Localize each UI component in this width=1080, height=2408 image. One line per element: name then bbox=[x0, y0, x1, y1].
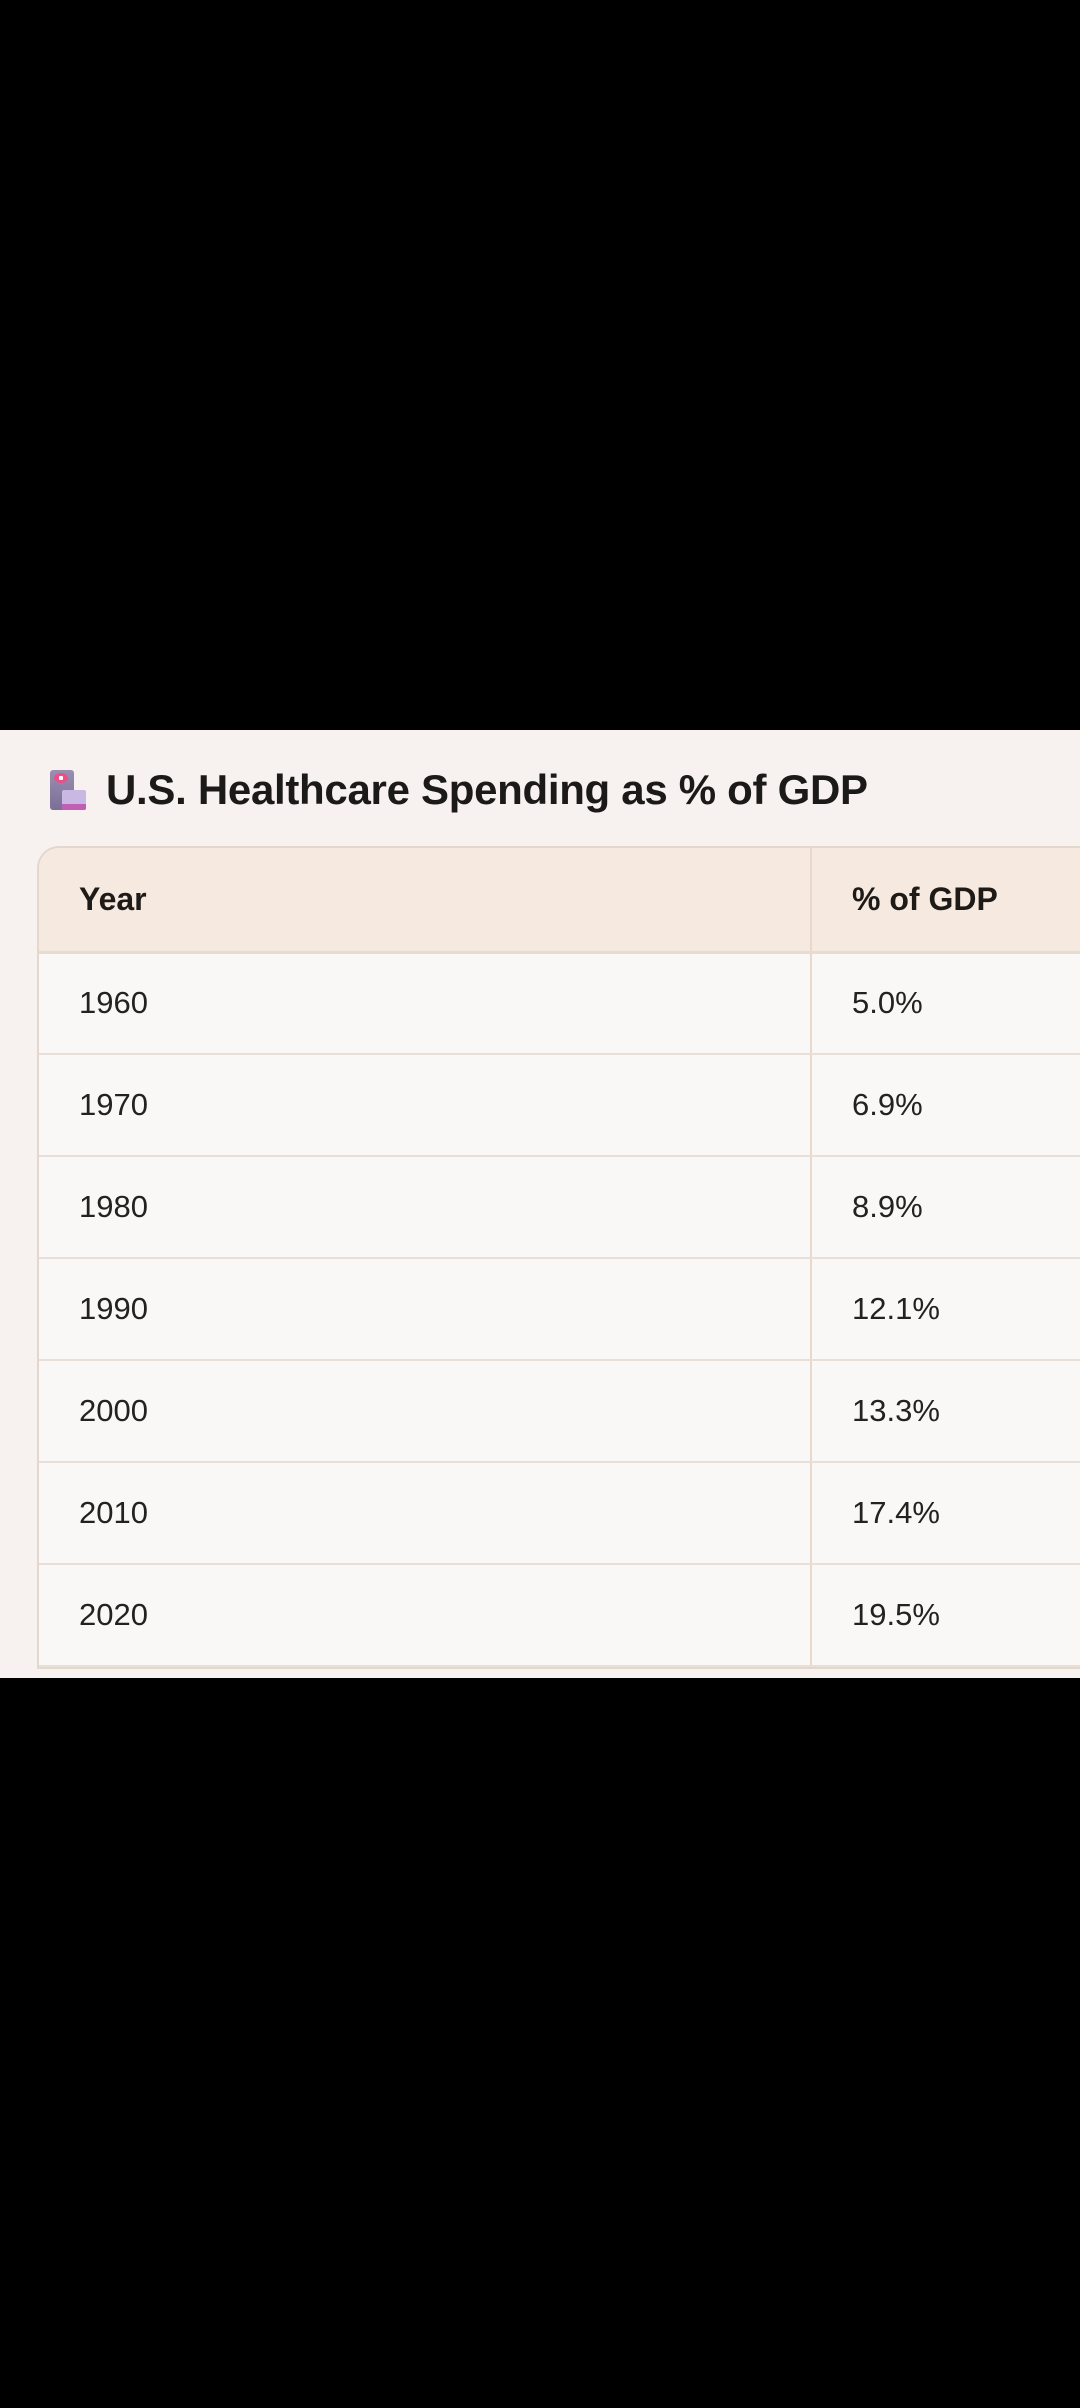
cell-percent: 12.1% bbox=[811, 1258, 1080, 1361]
cell-percent: 19.5% bbox=[811, 1564, 1080, 1667]
cell-year: 1990 bbox=[39, 1258, 812, 1361]
title-row: U.S. Healthcare Spending as % of GDP bbox=[48, 754, 868, 826]
cell-percent: 6.9% bbox=[811, 1054, 1080, 1157]
column-header-year: Year bbox=[39, 848, 812, 954]
page-title: U.S. Healthcare Spending as % of GDP bbox=[106, 766, 868, 813]
table-row: 1980 8.9% bbox=[39, 1156, 1080, 1259]
cell-year: 1980 bbox=[39, 1156, 812, 1259]
cell-percent: 17.4% bbox=[811, 1462, 1080, 1565]
cell-percent: 13.3% bbox=[811, 1360, 1080, 1463]
table-row: 1990 12.1% bbox=[39, 1258, 1080, 1361]
table-row: 2000 13.3% bbox=[39, 1360, 1080, 1463]
cell-year: 1970 bbox=[39, 1054, 812, 1157]
cell-year: 1960 bbox=[39, 952, 812, 1055]
content-area: U.S. Healthcare Spending as % of GDP Yea… bbox=[0, 730, 1080, 1678]
column-header-percent-gdp: % of GDP bbox=[811, 848, 1080, 954]
cell-percent: 8.9% bbox=[811, 1156, 1080, 1259]
cell-percent: 5.0% bbox=[811, 952, 1080, 1055]
cell-year: 2000 bbox=[39, 1360, 812, 1463]
data-table: Year % of GDP 1960 5.0% 1970 6.9% 1980 8… bbox=[37, 846, 1080, 1669]
cell-year: 2010 bbox=[39, 1462, 812, 1565]
table-row: 1970 6.9% bbox=[39, 1054, 1080, 1157]
table-row: 2010 17.4% bbox=[39, 1462, 1080, 1565]
table-row: 1960 5.0% bbox=[39, 952, 1080, 1055]
table-row: 2020 19.5% bbox=[39, 1564, 1080, 1667]
hospital-icon bbox=[48, 768, 88, 812]
table-header-row: Year % of GDP bbox=[39, 848, 1080, 954]
cell-year: 2020 bbox=[39, 1564, 812, 1667]
